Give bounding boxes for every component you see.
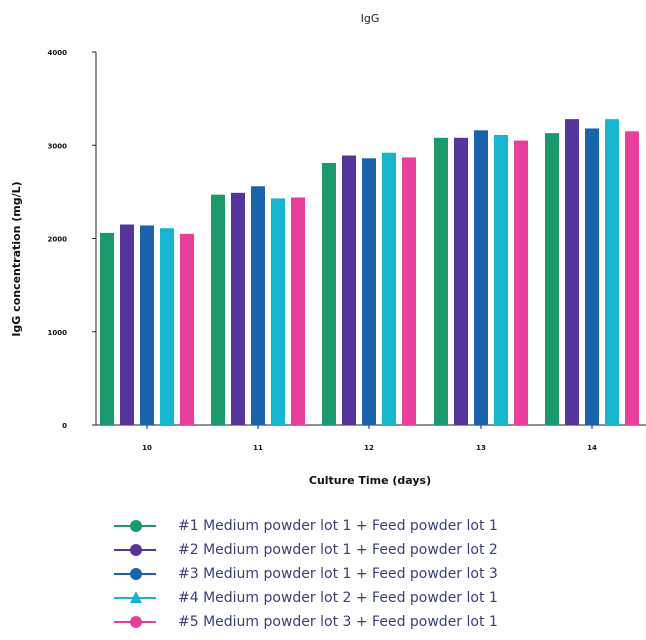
legend-label: #2 Medium powder lot 1 + Feed powder lot… [178, 542, 498, 558]
y-axis-label: IgG concentration (mg/L) [10, 181, 23, 336]
bar-series-2-day-13 [454, 137, 468, 426]
bar-series-1-day-11 [211, 194, 225, 425]
legend-label: #1 Medium powder lot 1 + Feed powder lot… [178, 518, 498, 534]
x-tick-label: 13 [476, 444, 486, 452]
legend: #1 Medium powder lot 1 + Feed powder lot… [110, 514, 498, 634]
igg-bar-chart: IgG IgG concentration (mg/L) Culture Tim… [10, 12, 646, 487]
bar-series-4-day-10 [160, 228, 174, 425]
y-tick-label: 3000 [48, 142, 68, 150]
circle-marker-icon [110, 543, 160, 557]
y-tick-label: 2000 [48, 236, 68, 244]
bar-series-1-day-12 [322, 162, 336, 425]
legend-label: #3 Medium powder lot 1 + Feed powder lot… [178, 566, 498, 582]
bar-series-1-day-10 [100, 232, 114, 425]
circle-marker-icon [110, 519, 160, 533]
y-tick-label: 4000 [48, 49, 68, 57]
bar-series-3-day-14 [585, 128, 599, 425]
bar-series-2-day-12 [342, 155, 356, 425]
bars [100, 119, 639, 426]
bar-series-1-day-13 [434, 137, 448, 426]
x-tick-label: 14 [587, 444, 597, 452]
legend-item: #5 Medium powder lot 3 + Feed powder lot… [110, 610, 498, 634]
y-tick-label: 0 [62, 422, 67, 430]
legend-label: #5 Medium powder lot 3 + Feed powder lot… [178, 614, 498, 630]
legend-item: #3 Medium powder lot 1 + Feed powder lot… [110, 562, 498, 586]
circle-marker-icon [110, 567, 160, 581]
chart-title: IgG [361, 12, 380, 25]
x-axis-label: Culture Time (days) [309, 474, 431, 487]
bar-series-2-day-14 [565, 119, 579, 425]
bar-series-5-day-12 [402, 157, 416, 425]
legend-item: #1 Medium powder lot 1 + Feed powder lot… [110, 514, 498, 538]
bar-series-3-day-13 [474, 130, 488, 425]
bar-series-2-day-11 [231, 192, 245, 425]
y-ticks: 0 1000 2000 3000 4000 [48, 49, 96, 430]
bar-series-5-day-13 [514, 140, 528, 425]
bar-series-2-day-10 [120, 224, 134, 425]
bar-series-3-day-11 [251, 186, 265, 425]
x-tick-label: 12 [364, 444, 374, 452]
y-tick-label: 1000 [48, 329, 68, 337]
bar-series-3-day-12 [362, 158, 376, 425]
bar-series-3-day-10 [140, 225, 154, 425]
bar-series-4-day-12 [382, 152, 396, 425]
bar-series-1-day-14 [545, 133, 559, 425]
bar-series-4-day-14 [605, 119, 619, 425]
triangle-marker-icon [110, 591, 160, 605]
x-tick-label: 11 [253, 444, 263, 452]
bar-series-5-day-10 [180, 233, 194, 425]
bar-series-5-day-11 [291, 197, 305, 425]
legend-item: #2 Medium powder lot 1 + Feed powder lot… [110, 538, 498, 562]
legend-label: #4 Medium powder lot 2 + Feed powder lot… [178, 590, 498, 606]
x-ticks: 10 11 12 13 14 [142, 425, 597, 452]
x-tick-label: 10 [142, 444, 152, 452]
circle-marker-icon [110, 615, 160, 629]
bar-series-5-day-14 [625, 131, 639, 425]
legend-item: #4 Medium powder lot 2 + Feed powder lot… [110, 586, 498, 610]
bar-series-4-day-11 [271, 198, 285, 425]
bar-series-4-day-13 [494, 134, 508, 425]
